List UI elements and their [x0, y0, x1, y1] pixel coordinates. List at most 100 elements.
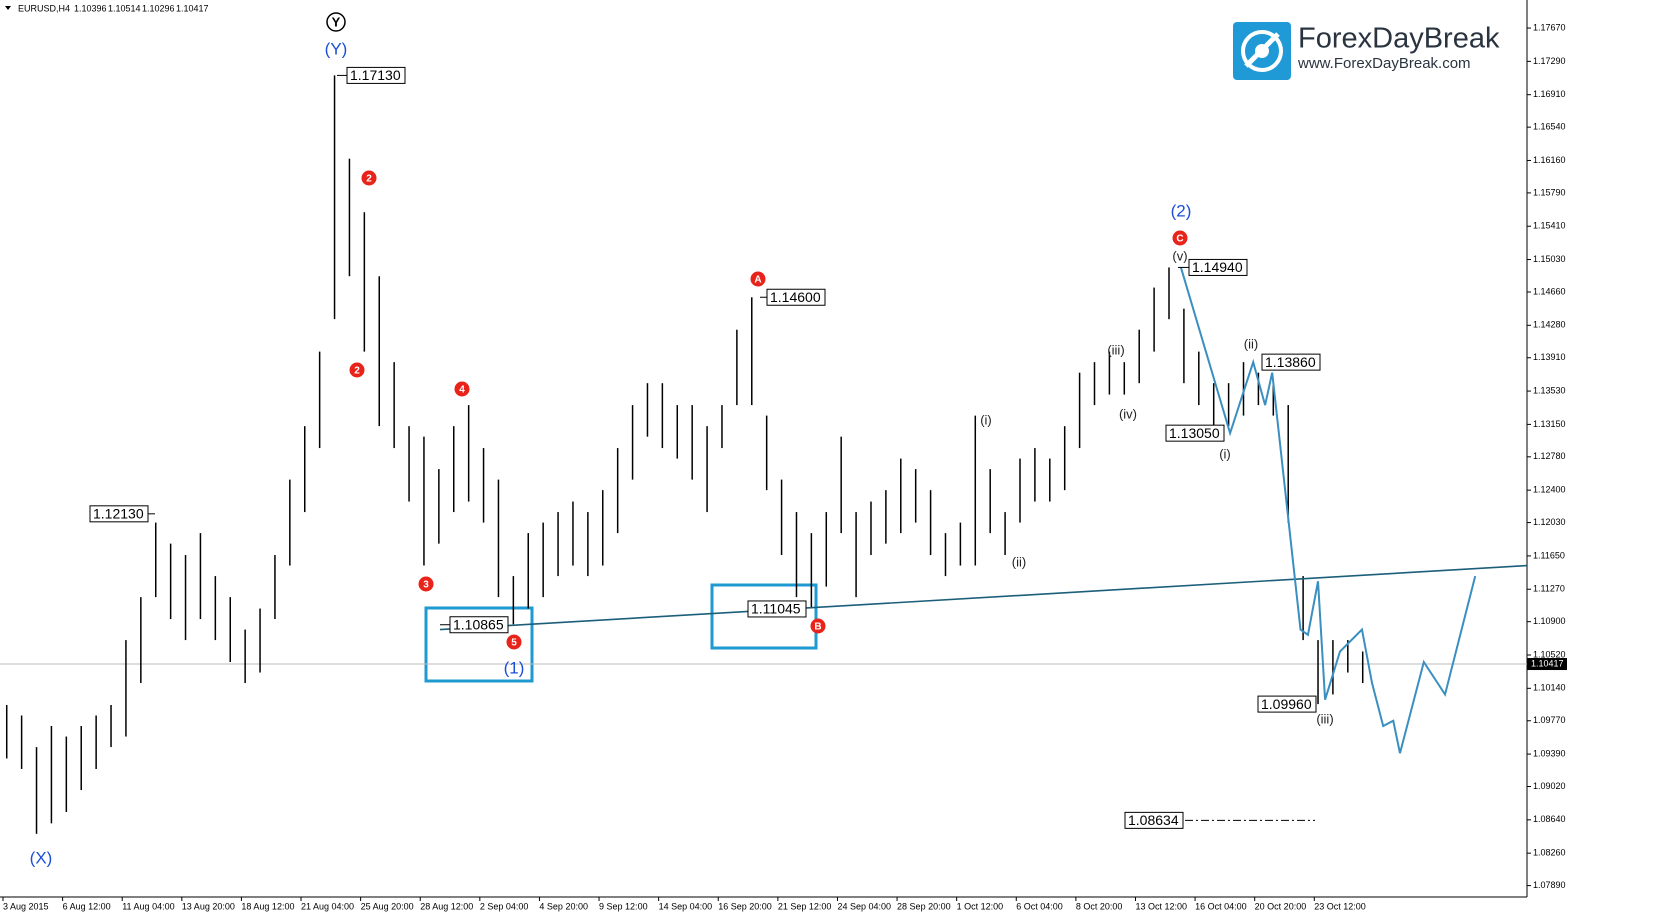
wave-label: 3	[423, 580, 429, 591]
price-label: 1.09960	[1261, 696, 1312, 712]
y-tick-label: 1.10900	[1533, 616, 1566, 626]
price-label: 1.17130	[350, 67, 401, 83]
price-label: 1.11045	[751, 601, 801, 617]
price-label-box	[1257, 695, 1317, 713]
x-tick-label: 18 Aug 12:00	[241, 901, 294, 911]
price-label-box	[89, 505, 149, 523]
x-tick-label: 14 Sep 04:00	[659, 901, 713, 911]
last-price-tag	[1527, 658, 1567, 671]
wave-label: C	[1176, 234, 1183, 245]
y-tick-label: 1.07890	[1533, 880, 1566, 890]
wave-label: B	[814, 622, 821, 633]
y-tick-label: 1.15790	[1533, 187, 1566, 197]
wave-path	[1179, 267, 1477, 754]
y-tick-label: 1.09770	[1533, 715, 1566, 725]
price-label-box	[1261, 353, 1321, 371]
logo-url: www.ForexDayBreak.com	[1297, 55, 1471, 72]
x-tick-label: 8 Oct 20:00	[1076, 901, 1123, 911]
x-tick-label: 20 Oct 20:00	[1255, 901, 1307, 911]
wave-marker	[506, 634, 522, 650]
y-tick-label: 1.12030	[1533, 517, 1566, 527]
header-symbol: EURUSD,H4	[18, 3, 70, 13]
wave-label: 2	[354, 366, 360, 377]
header-price: 1.10417	[176, 3, 209, 13]
wave-label: (ii)	[1244, 336, 1258, 351]
wave-label: (iii)	[1316, 711, 1333, 726]
x-tick-label: 28 Aug 12:00	[420, 901, 473, 911]
highlight-box	[424, 606, 534, 683]
logo-swirl	[1241, 30, 1283, 72]
price-label: 1.08634	[1128, 812, 1179, 828]
price-label: 1.12130	[93, 506, 144, 522]
price-label-box	[346, 66, 406, 84]
header-arrow	[5, 6, 11, 10]
x-tick-label: 21 Aug 04:00	[301, 901, 354, 911]
wave-label: A	[754, 275, 761, 286]
wave-label: (iii)	[1107, 342, 1124, 357]
wave-label: (v)	[1172, 248, 1187, 263]
x-tick-label: 1 Oct 12:00	[957, 901, 1004, 911]
wave-marker	[418, 576, 434, 592]
y-tick-label: 1.15410	[1533, 221, 1566, 231]
x-tick-label: 13 Oct 12:00	[1135, 901, 1187, 911]
price-label-box	[1124, 811, 1184, 829]
y-tick-label: 1.16160	[1533, 155, 1566, 165]
y-tick-label: 1.10140	[1533, 683, 1566, 693]
price-label-box	[747, 600, 807, 618]
x-tick-label: 6 Aug 12:00	[63, 901, 111, 911]
header-price: 1.10396	[74, 3, 107, 13]
wave-label: 2	[366, 174, 372, 185]
wave-label: (i)	[980, 412, 992, 427]
y-tick-label: 1.11270	[1533, 584, 1565, 594]
wave-label: (ii)	[1012, 554, 1026, 569]
price-label: 1.14940	[1192, 259, 1243, 275]
header-price: 1.10514	[108, 3, 141, 13]
y-tick-label: 1.14660	[1533, 286, 1566, 296]
wave-marker	[750, 271, 766, 287]
x-tick-label: 16 Sep 20:00	[718, 901, 772, 911]
last-price-label: 1.10417	[1531, 658, 1564, 668]
y-tick-label: 1.17670	[1533, 22, 1566, 32]
logo-dot	[1255, 44, 1269, 58]
wave-label: 4	[459, 385, 465, 396]
header-price: 1.10296	[142, 3, 175, 13]
y-tick-label: 1.14280	[1533, 320, 1566, 330]
wave-marker	[810, 618, 826, 634]
wave-label: (iv)	[1119, 406, 1137, 421]
price-label-box	[449, 616, 509, 634]
y-tick-label: 1.08260	[1533, 848, 1566, 858]
price-label: 1.13860	[1265, 354, 1316, 370]
x-tick-label: 9 Sep 12:00	[599, 901, 648, 911]
y-tick-label: 1.09390	[1533, 748, 1566, 758]
logo: ForexDayBreak www.ForexDayBreak.com	[1233, 22, 1500, 80]
y-tick-label: 1.15030	[1533, 254, 1566, 264]
x-tick-label: 3 Aug 2015	[3, 901, 49, 911]
logo-name: ForexDayBreak	[1298, 23, 1500, 55]
y-tick-label: 1.11650	[1533, 550, 1565, 560]
wave-marker	[1172, 230, 1188, 246]
wave-marker	[454, 381, 470, 397]
trend-line	[439, 564, 1528, 631]
y-tick-label: 1.16910	[1533, 89, 1566, 99]
y-tick-label: 1.12400	[1533, 485, 1566, 495]
y-tick-label: 1.08640	[1533, 814, 1566, 824]
price-label-box	[766, 288, 826, 306]
x-tick-label: 13 Aug 20:00	[182, 901, 235, 911]
wave-label: (Y)	[325, 39, 348, 58]
wave-label: Y	[332, 14, 341, 29]
y-tick-label: 1.17290	[1533, 56, 1566, 66]
wave-marker	[326, 12, 346, 32]
price-label: 1.10865	[453, 616, 504, 632]
wave-label: (2)	[1171, 201, 1192, 220]
wave-label: (1)	[504, 658, 525, 677]
wave-label: (X)	[30, 848, 53, 867]
wave-marker	[361, 170, 377, 186]
x-tick-label: 23 Oct 12:00	[1314, 901, 1366, 911]
price-label: 1.14600	[770, 289, 821, 305]
x-tick-label: 24 Sep 04:00	[837, 901, 891, 911]
x-tick-label: 21 Sep 12:00	[778, 901, 832, 911]
price-label: 1.13050	[1169, 425, 1220, 441]
x-tick-label: 16 Oct 04:00	[1195, 901, 1247, 911]
price-label-box	[1165, 424, 1225, 442]
